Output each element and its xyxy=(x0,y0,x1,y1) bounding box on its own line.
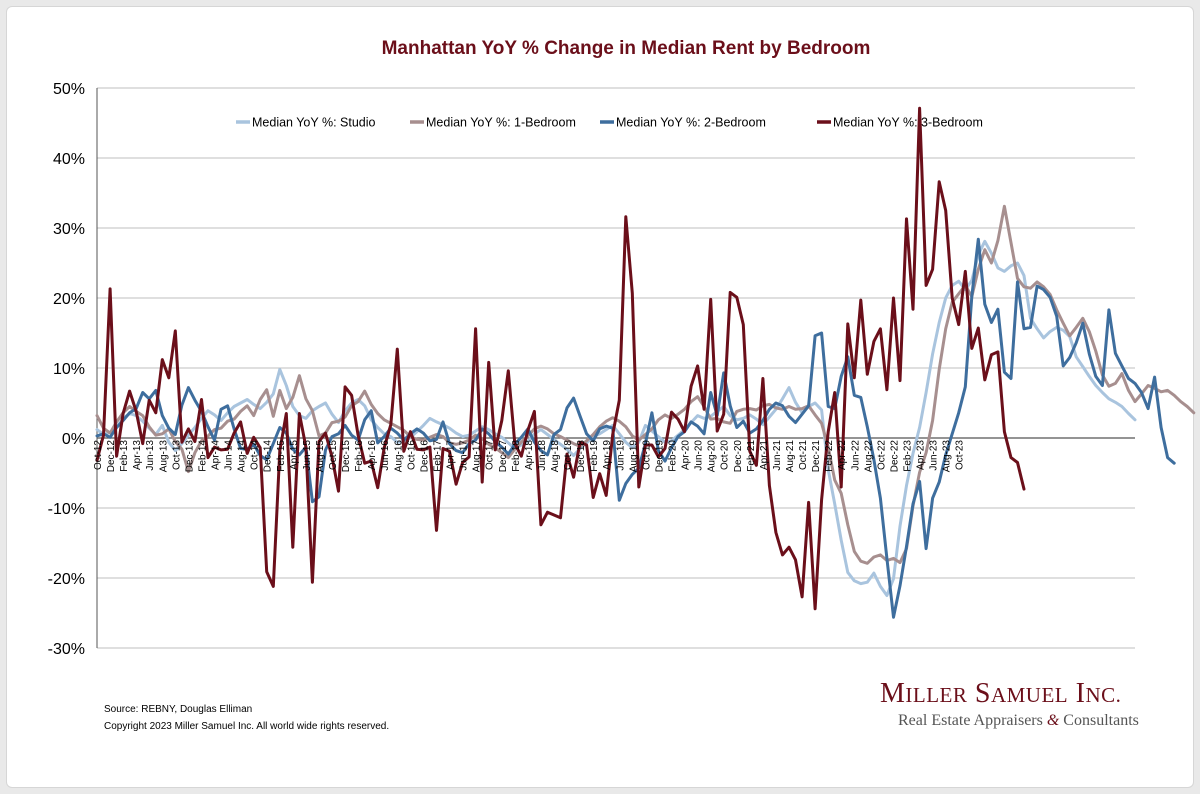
x-tick-label: Jun-22 xyxy=(850,440,861,471)
x-tick-label: Feb-17 xyxy=(433,440,444,472)
x-tick-label: Feb-16 xyxy=(354,440,365,472)
legend-label: Median YoY %: 3-Bedroom xyxy=(833,116,983,130)
legend-label: Median YoY %: 2-Bedroom xyxy=(616,116,766,130)
y-tick-label: -20% xyxy=(48,571,85,588)
x-tick-label: Apr-15 xyxy=(289,440,300,470)
x-tick-label: Apr-19 xyxy=(602,440,613,470)
x-tick-label: Jun-18 xyxy=(537,440,548,471)
x-tick-label: Oct-15 xyxy=(328,440,339,470)
x-tick-label: Feb-23 xyxy=(903,440,914,472)
x-tick-label: Aug-23 xyxy=(942,440,953,473)
y-tick-label: 0% xyxy=(62,431,85,448)
x-tick-label: Oct-13 xyxy=(171,440,182,470)
x-tick-label: Aug-20 xyxy=(707,440,718,473)
x-tick-label: Feb-22 xyxy=(824,440,835,472)
x-tick-label: Jun-15 xyxy=(302,440,313,471)
x-tick-label: Aug-21 xyxy=(785,440,796,473)
x-tick-label: Dec-16 xyxy=(419,440,430,473)
legend: Median YoY %: Studio Median YoY %: 1-Bedr… xyxy=(236,116,983,130)
x-tick-label: Jun-16 xyxy=(380,440,391,471)
x-tick-label: Feb-14 xyxy=(198,440,209,472)
source-text: Source: REBNY, Douglas Elliman xyxy=(104,704,253,715)
x-tick-label: Aug-19 xyxy=(628,440,639,473)
x-tick-label: Oct-21 xyxy=(798,440,809,470)
x-tick-label: Jun-23 xyxy=(929,440,940,471)
x-tick-label: Dec-22 xyxy=(890,440,901,473)
x-tick-label: Oct-23 xyxy=(955,440,966,470)
x-tick-label: Dec-12 xyxy=(106,440,117,473)
x-tick-label: Dec-20 xyxy=(733,440,744,473)
x-tick-label: Aug-16 xyxy=(393,440,404,473)
x-tick-label: Aug-15 xyxy=(315,440,326,473)
chart-card xyxy=(6,6,1194,788)
x-tick-label: Oct-18 xyxy=(563,440,574,470)
x-tick-label: Apr-13 xyxy=(132,440,143,470)
y-tick-label: -30% xyxy=(48,641,85,658)
x-tick-label: Aug-17 xyxy=(472,440,483,473)
y-tick-label: 30% xyxy=(53,221,85,238)
x-tick-label: Apr-17 xyxy=(446,440,457,470)
logo-wordmark: MILLER SAMUEL INC. xyxy=(880,678,1122,709)
x-tick-label: Aug-22 xyxy=(863,440,874,473)
x-tick-label: Jun-20 xyxy=(694,440,705,471)
x-tick-label: Dec-21 xyxy=(811,440,822,473)
logo-tagline: Real Estate Appraisers & Consultants xyxy=(898,712,1139,729)
x-tick-label: Dec-14 xyxy=(263,440,274,473)
x-tick-label: Dec-18 xyxy=(576,440,587,473)
copyright-text: Copyright 2023 Miller Samuel Inc. All wo… xyxy=(104,721,390,732)
x-tick-label: Feb-13 xyxy=(119,440,130,472)
miller-samuel-logo: MILLER SAMUEL INC. Real Estate Appraiser… xyxy=(880,678,1140,730)
x-tick-label: Jun-17 xyxy=(459,440,470,471)
x-tick-label: Dec-13 xyxy=(184,440,195,473)
x-tick-label: Apr-14 xyxy=(211,440,222,470)
x-tick-label: Jun-21 xyxy=(772,440,783,471)
legend-label: Median YoY %: 1-Bedroom xyxy=(426,116,576,130)
x-tick-label: Dec-17 xyxy=(498,440,509,473)
x-tick-label: Oct-17 xyxy=(485,440,496,470)
x-tick-label: Oct-16 xyxy=(406,440,417,470)
y-tick-label: 20% xyxy=(53,291,85,308)
x-tick-label: Jun-19 xyxy=(615,440,626,471)
x-tick-label: Apr-21 xyxy=(759,440,770,470)
x-tick-label: Oct-12 xyxy=(93,440,104,470)
series-line xyxy=(95,204,1196,565)
x-tick-label: Jun-13 xyxy=(145,440,156,471)
x-tick-label: Dec-19 xyxy=(654,440,665,473)
x-tick-label: Oct-20 xyxy=(720,440,731,470)
y-tick-label: 50% xyxy=(53,81,85,98)
gridlines xyxy=(96,87,1135,649)
x-tick-label: Oct-19 xyxy=(641,440,652,470)
y-tick-label: 10% xyxy=(53,361,85,378)
x-tick-label: Apr-22 xyxy=(837,440,848,470)
y-tick-label: -10% xyxy=(48,501,85,518)
x-tick-label: Apr-23 xyxy=(916,440,927,470)
series-line xyxy=(95,237,1176,619)
x-tick-label: Feb-15 xyxy=(276,440,287,472)
y-tick-label: 40% xyxy=(53,151,85,168)
x-tick-label: Aug-18 xyxy=(550,440,561,473)
legend-label: Median YoY %: Studio xyxy=(252,116,376,130)
x-tick-label: Dec-15 xyxy=(341,440,352,473)
x-axis-ticks: Oct-12 Dec-12 Feb-13 Apr-13 Jun-13 Aug-13 Oct-… xyxy=(93,440,966,473)
x-tick-label: Feb-20 xyxy=(668,440,679,472)
series-line xyxy=(95,106,1026,611)
source-note: Source: REBNY, Douglas Elliman Copyright… xyxy=(104,701,389,735)
x-tick-label: Feb-21 xyxy=(746,440,757,472)
x-tick-label: Apr-20 xyxy=(681,440,692,470)
x-tick-label: Oct-22 xyxy=(876,440,887,470)
x-tick-label: Aug-14 xyxy=(237,440,248,473)
y-axis-ticks: -30% -20% -10% 0% 10% 20% 30% 40% 50% xyxy=(48,81,85,658)
x-tick-label: Apr-16 xyxy=(367,440,378,470)
chart-title: Manhattan YoY % Change in Median Rent by… xyxy=(381,38,871,59)
x-tick-label: Oct-14 xyxy=(250,440,261,470)
x-tick-label: Jun-14 xyxy=(224,440,235,471)
x-tick-label: Feb-19 xyxy=(589,440,600,472)
x-tick-label: Feb-18 xyxy=(511,440,522,472)
x-tick-label: Aug-13 xyxy=(158,440,169,473)
series-lines xyxy=(95,106,1196,619)
x-tick-label: Apr-18 xyxy=(524,440,535,470)
